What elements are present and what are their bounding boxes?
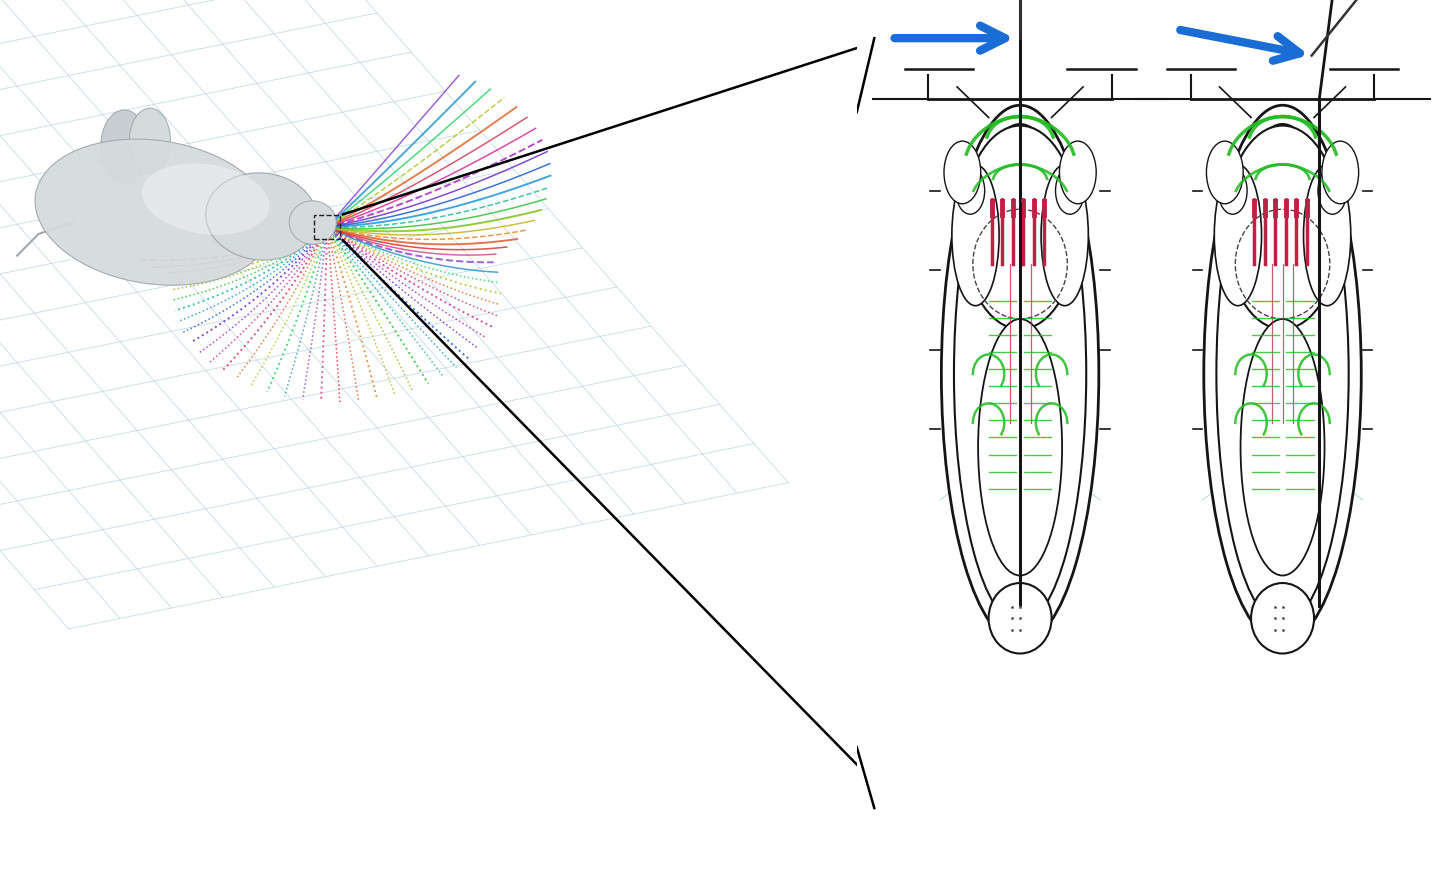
Ellipse shape: [962, 127, 1077, 330]
Ellipse shape: [1218, 168, 1247, 215]
Ellipse shape: [956, 168, 985, 215]
Ellipse shape: [1041, 166, 1089, 307]
Ellipse shape: [1240, 320, 1325, 576]
Ellipse shape: [952, 166, 999, 307]
Bar: [314, 216, 340, 240]
Ellipse shape: [130, 109, 170, 174]
Ellipse shape: [1322, 142, 1359, 204]
Ellipse shape: [1251, 583, 1315, 653]
Ellipse shape: [206, 174, 317, 261]
Ellipse shape: [35, 140, 274, 286]
Ellipse shape: [1303, 166, 1351, 307]
Ellipse shape: [289, 202, 337, 245]
Ellipse shape: [1204, 106, 1361, 643]
Ellipse shape: [945, 142, 981, 204]
Ellipse shape: [1217, 125, 1349, 624]
Ellipse shape: [1207, 142, 1243, 204]
Ellipse shape: [1060, 142, 1096, 204]
Ellipse shape: [942, 106, 1099, 643]
Ellipse shape: [1225, 127, 1341, 330]
Ellipse shape: [141, 164, 269, 235]
Ellipse shape: [1056, 168, 1084, 215]
Ellipse shape: [1318, 168, 1346, 215]
Ellipse shape: [1214, 166, 1261, 307]
Ellipse shape: [101, 110, 148, 184]
Ellipse shape: [978, 320, 1063, 576]
Ellipse shape: [953, 125, 1086, 624]
Ellipse shape: [989, 583, 1051, 653]
